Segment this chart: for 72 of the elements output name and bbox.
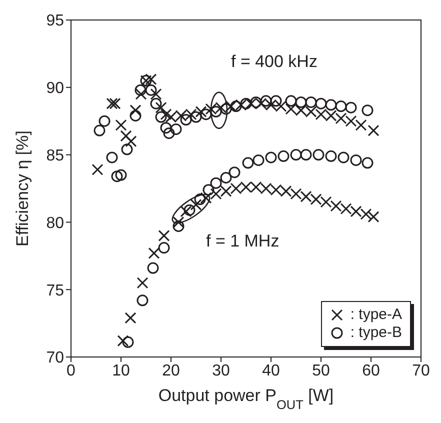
point <box>147 262 159 274</box>
x-tick-label: 40 <box>262 362 280 380</box>
point <box>170 123 182 135</box>
point <box>270 95 282 107</box>
point <box>134 84 146 96</box>
y-tick-label: 90 <box>46 80 64 98</box>
point <box>260 95 272 107</box>
y-tick-label: 70 <box>46 350 64 367</box>
x-tick-label: 20 <box>162 362 180 380</box>
point <box>228 166 240 178</box>
point <box>265 152 277 164</box>
point <box>202 184 214 196</box>
annotation: f = 400 kHz <box>231 52 318 72</box>
y-tick-label: 75 <box>46 282 64 300</box>
point <box>155 111 167 123</box>
point <box>278 150 290 162</box>
point <box>335 100 347 112</box>
point <box>250 96 262 108</box>
point <box>252 154 264 166</box>
point <box>94 124 106 136</box>
x-tick-label: 0 <box>66 362 76 380</box>
point <box>312 149 324 161</box>
point <box>163 127 175 139</box>
y-axis-title: Efficiency η [%] <box>13 130 32 246</box>
point <box>345 102 357 114</box>
point <box>362 157 374 169</box>
point <box>338 152 350 164</box>
x-tick-label: 30 <box>212 362 230 380</box>
y-tick-label: 80 <box>46 214 64 232</box>
point <box>150 98 162 110</box>
point <box>194 194 206 206</box>
point <box>325 99 337 111</box>
point <box>242 157 254 169</box>
point <box>121 144 133 156</box>
point <box>172 220 184 232</box>
point <box>122 336 134 348</box>
x-tick-label: 10 <box>112 362 130 380</box>
legend-label: : type-A <box>350 306 402 324</box>
point <box>106 152 118 164</box>
point <box>136 294 148 306</box>
point <box>158 242 170 254</box>
point <box>350 154 362 166</box>
x-tick-label: 70 <box>412 362 430 380</box>
point <box>230 100 242 112</box>
point <box>98 115 110 127</box>
point <box>325 150 337 162</box>
point <box>300 149 312 161</box>
point <box>220 103 232 115</box>
point <box>305 96 317 108</box>
point <box>145 84 157 96</box>
point <box>290 149 302 161</box>
x-tick-label: 50 <box>312 362 330 380</box>
point <box>362 104 374 116</box>
point <box>220 172 232 184</box>
point <box>285 95 297 107</box>
point <box>130 110 142 122</box>
point <box>115 169 127 181</box>
x-tick-label: 60 <box>362 362 380 380</box>
y-tick-label: 95 <box>46 12 64 30</box>
point <box>315 98 327 110</box>
point <box>180 114 192 126</box>
point <box>111 170 123 182</box>
annotation: f = 1 MHz <box>206 231 280 250</box>
legend-label: : type-B <box>350 324 402 342</box>
x-axis-title: Output power P$_{OUT}$ [W] <box>158 386 334 412</box>
point <box>295 96 307 108</box>
y-tick-label: 85 <box>46 147 64 164</box>
point <box>160 122 172 134</box>
point <box>240 98 252 110</box>
point <box>200 108 212 120</box>
point <box>210 177 222 189</box>
point <box>190 111 202 123</box>
